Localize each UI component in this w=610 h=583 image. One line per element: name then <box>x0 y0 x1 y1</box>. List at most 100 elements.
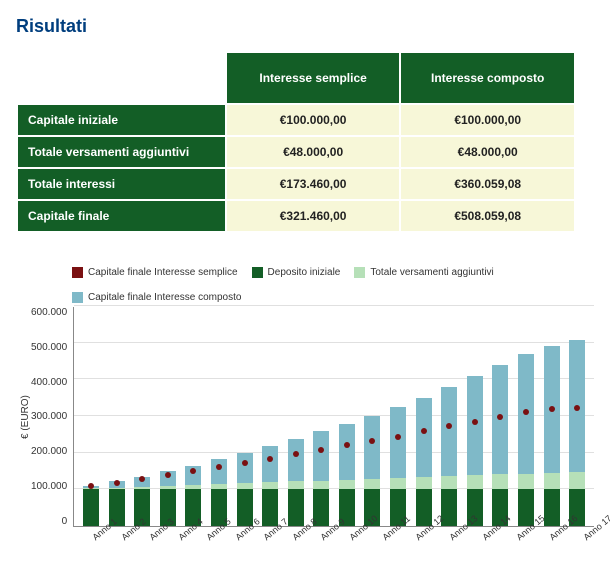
legend-label: Totale versamenti aggiuntivi <box>370 267 493 278</box>
simple-interest-marker <box>139 476 145 482</box>
seg-compound <box>237 453 253 484</box>
simple-interest-marker <box>318 447 324 453</box>
bar-column <box>385 307 411 526</box>
seg-additions <box>544 473 560 490</box>
simple-interest-marker <box>190 468 196 474</box>
legend-item: Capitale finale Interesse semplice <box>72 267 238 278</box>
seg-additions <box>262 482 278 489</box>
bar-column <box>462 307 488 526</box>
bar-stack <box>339 424 355 526</box>
simple-interest-marker <box>88 483 94 489</box>
col-header-simple: Interesse semplice <box>227 53 400 103</box>
seg-additions <box>467 475 483 489</box>
legend-swatch <box>72 292 83 303</box>
seg-compound <box>390 407 406 478</box>
bar-column <box>232 307 258 526</box>
cell-compound: €100.000,00 <box>401 105 574 135</box>
legend-swatch <box>72 267 83 278</box>
seg-additions <box>492 474 508 489</box>
legend-swatch <box>354 267 365 278</box>
legend-swatch <box>252 267 263 278</box>
simple-interest-marker <box>165 472 171 478</box>
bar-stack <box>441 387 457 526</box>
cell-simple: €100.000,00 <box>227 105 400 135</box>
chart-legend: Capitale finale Interesse semplice Deposi… <box>72 267 594 303</box>
gridline <box>74 305 594 306</box>
simple-interest-marker <box>267 456 273 462</box>
bar-column <box>411 307 437 526</box>
bar-column <box>283 307 309 526</box>
simple-interest-marker <box>216 464 222 470</box>
x-axis-labels: Anno 1Anno 2Anno 3Anno 4Anno 5Anno 6Anno… <box>72 527 594 547</box>
results-table: Interesse semplice Interesse composto Ca… <box>16 51 576 233</box>
seg-additions <box>364 479 380 490</box>
seg-additions <box>441 476 457 489</box>
row-label: Totale interessi <box>18 169 225 199</box>
cell-compound: €48.000,00 <box>401 137 574 167</box>
cell-simple: €321.460,00 <box>227 201 400 231</box>
seg-additions <box>518 474 534 490</box>
bar-column <box>564 307 590 526</box>
bar-column <box>257 307 283 526</box>
legend-item: Totale versamenti aggiuntivi <box>354 267 493 278</box>
seg-compound <box>492 365 508 474</box>
bar-column <box>360 307 386 526</box>
seg-additions <box>313 481 329 490</box>
bar-stack <box>544 346 560 526</box>
col-header-compound: Interesse composto <box>401 53 574 103</box>
seg-additions <box>416 477 432 489</box>
row-label: Capitale iniziale <box>18 105 225 135</box>
bar-column <box>513 307 539 526</box>
seg-additions <box>339 480 355 490</box>
bar-stack <box>313 431 329 526</box>
table-row: Totale interessi€173.460,00€360.059,08 <box>18 169 574 199</box>
simple-interest-marker <box>523 409 529 415</box>
cell-compound: €508.059,08 <box>401 201 574 231</box>
plot-area <box>73 307 594 527</box>
cell-simple: €48.000,00 <box>227 137 400 167</box>
simple-interest-marker <box>549 406 555 412</box>
bar-stack <box>569 340 585 526</box>
bar-column <box>181 307 207 526</box>
seg-compound <box>364 416 380 479</box>
seg-compound <box>288 439 304 482</box>
simple-interest-marker <box>497 414 503 420</box>
simple-interest-marker <box>369 438 375 444</box>
seg-compound <box>313 431 329 480</box>
y-axis-label: € (EURO) <box>16 307 31 527</box>
seg-additions <box>288 481 304 489</box>
page-title: Risultati <box>16 16 594 37</box>
cell-simple: €173.460,00 <box>227 169 400 199</box>
legend-label: Deposito iniziale <box>268 267 341 278</box>
bar-column <box>129 307 155 526</box>
bar-column <box>334 307 360 526</box>
seg-compound <box>262 446 278 482</box>
y-tick-label: 500.000 <box>31 342 67 353</box>
bar-column <box>309 307 335 526</box>
legend-label: Capitale finale Interesse semplice <box>88 267 238 278</box>
seg-compound <box>441 387 457 476</box>
simple-interest-marker <box>114 480 120 486</box>
simple-interest-marker <box>446 423 452 429</box>
row-label: Totale versamenti aggiuntivi <box>18 137 225 167</box>
table-row: Capitale iniziale€100.000,00€100.000,00 <box>18 105 574 135</box>
seg-compound <box>467 376 483 475</box>
seg-additions <box>569 472 585 490</box>
y-tick-label: 0 <box>31 516 67 527</box>
table-blank-header <box>18 53 225 103</box>
y-tick-label: 600.000 <box>31 307 67 318</box>
bar-column <box>155 307 181 526</box>
y-tick-label: 400.000 <box>31 377 67 388</box>
seg-compound <box>211 459 227 484</box>
table-row: Capitale finale€321.460,00€508.059,08 <box>18 201 574 231</box>
bar-column <box>539 307 565 526</box>
y-tick-label: 100.000 <box>31 481 67 492</box>
legend-item: Deposito iniziale <box>252 267 341 278</box>
seg-compound <box>416 398 432 477</box>
legend-item: Capitale finale Interesse composto <box>72 292 241 303</box>
cell-compound: €360.059,08 <box>401 169 574 199</box>
y-tick-label: 300.000 <box>31 411 67 422</box>
bar-stack <box>492 365 508 526</box>
bar-column <box>488 307 514 526</box>
bar-column <box>436 307 462 526</box>
